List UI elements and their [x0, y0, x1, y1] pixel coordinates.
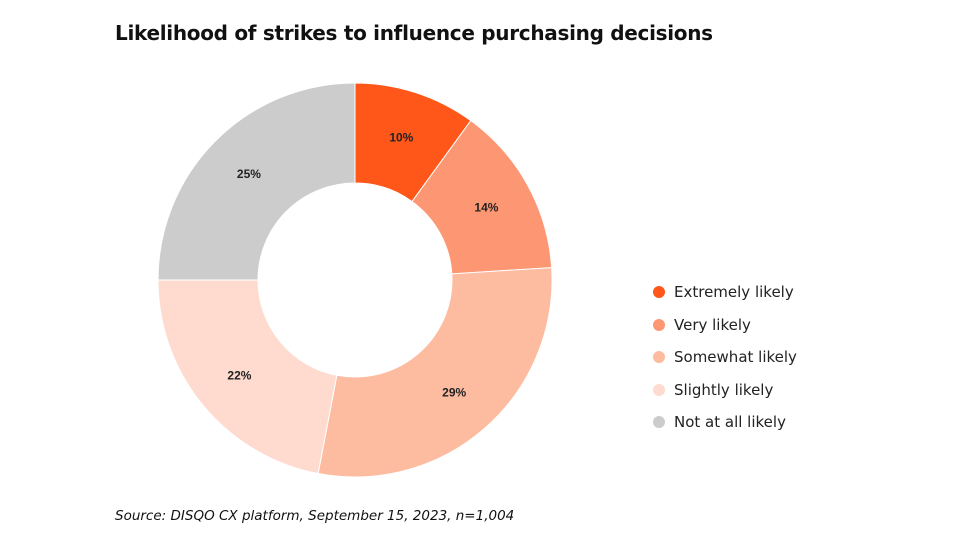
slice-somewhat-likely — [317, 267, 553, 478]
chart-title: Likelihood of strikes to influence purch… — [115, 21, 713, 45]
slice-label-extremely-likely: 10% — [389, 130, 413, 144]
slice-label-somewhat-likely: 29% — [442, 386, 466, 400]
legend-swatch — [653, 286, 665, 299]
legend-item-somewhat-likely: Somewhat likely — [653, 341, 797, 374]
legend-item-very-likely: Very likely — [653, 309, 797, 342]
legend-item-not-at-all-likely: Not at all likely — [653, 406, 797, 439]
legend-label: Slightly likely — [674, 380, 774, 399]
legend-label: Extremely likely — [674, 283, 794, 302]
legend-label: Very likely — [674, 315, 751, 334]
legend-swatch — [653, 318, 665, 331]
slice-label-slightly-likely: 22% — [227, 369, 251, 383]
legend-label: Not at all likely — [674, 413, 786, 432]
legend-label: Somewhat likely — [674, 348, 797, 367]
legend-swatch — [653, 351, 665, 364]
chart-legend: Extremely likely Very likely Somewhat like… — [653, 276, 797, 439]
legend-item-slightly-likely: Slightly likely — [653, 374, 797, 407]
legend-swatch — [653, 383, 665, 396]
source-note: Source: DISQO CX platform, September 15,… — [115, 508, 515, 524]
slice-not-at-all-likely — [157, 82, 356, 281]
slice-label-not-at-all-likely: 25% — [237, 167, 261, 181]
slice-slightly-likely — [157, 279, 338, 475]
slice-label-very-likely: 14% — [474, 201, 498, 215]
legend-swatch — [653, 416, 665, 429]
legend-item-extremely-likely: Extremely likely — [653, 276, 797, 309]
donut-chart: 10% 14% 29% 22% 25% — [157, 82, 553, 478]
